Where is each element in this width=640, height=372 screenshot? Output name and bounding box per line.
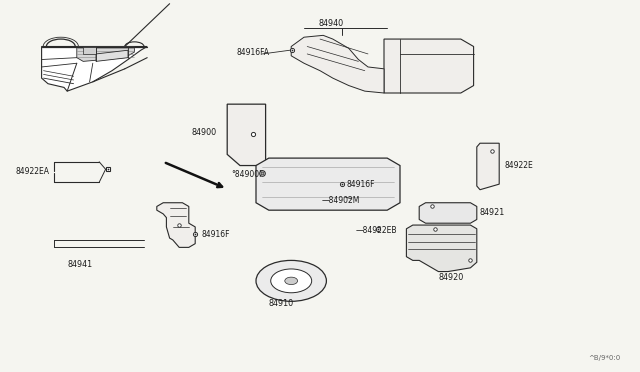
Polygon shape — [42, 46, 147, 91]
Circle shape — [256, 260, 326, 301]
Text: 84900: 84900 — [192, 128, 217, 137]
Polygon shape — [419, 203, 477, 223]
Text: 84921: 84921 — [480, 208, 505, 217]
Text: 84941: 84941 — [67, 260, 92, 269]
Polygon shape — [477, 143, 499, 190]
Text: 84910: 84910 — [269, 299, 294, 308]
Circle shape — [285, 277, 298, 285]
Circle shape — [271, 269, 312, 293]
Text: —84902M: —84902M — [321, 196, 360, 205]
Text: ^B/9*0:0: ^B/9*0:0 — [589, 355, 621, 361]
Polygon shape — [384, 39, 474, 93]
Polygon shape — [83, 46, 96, 54]
Text: 84916FA: 84916FA — [237, 48, 270, 57]
Text: 84922E: 84922E — [504, 161, 533, 170]
Polygon shape — [406, 225, 477, 272]
Polygon shape — [227, 104, 266, 166]
Polygon shape — [96, 50, 128, 61]
Text: °84900F: °84900F — [232, 170, 264, 179]
Text: 84916F: 84916F — [347, 180, 376, 189]
Text: —84922EB: —84922EB — [355, 226, 397, 235]
Text: 84920: 84920 — [438, 273, 463, 282]
Polygon shape — [256, 158, 400, 210]
Polygon shape — [157, 203, 195, 247]
Text: 84940: 84940 — [319, 19, 344, 28]
Text: 84922EA: 84922EA — [16, 167, 50, 176]
Polygon shape — [77, 46, 134, 61]
Text: 84916F: 84916F — [202, 230, 230, 239]
Polygon shape — [291, 35, 384, 93]
